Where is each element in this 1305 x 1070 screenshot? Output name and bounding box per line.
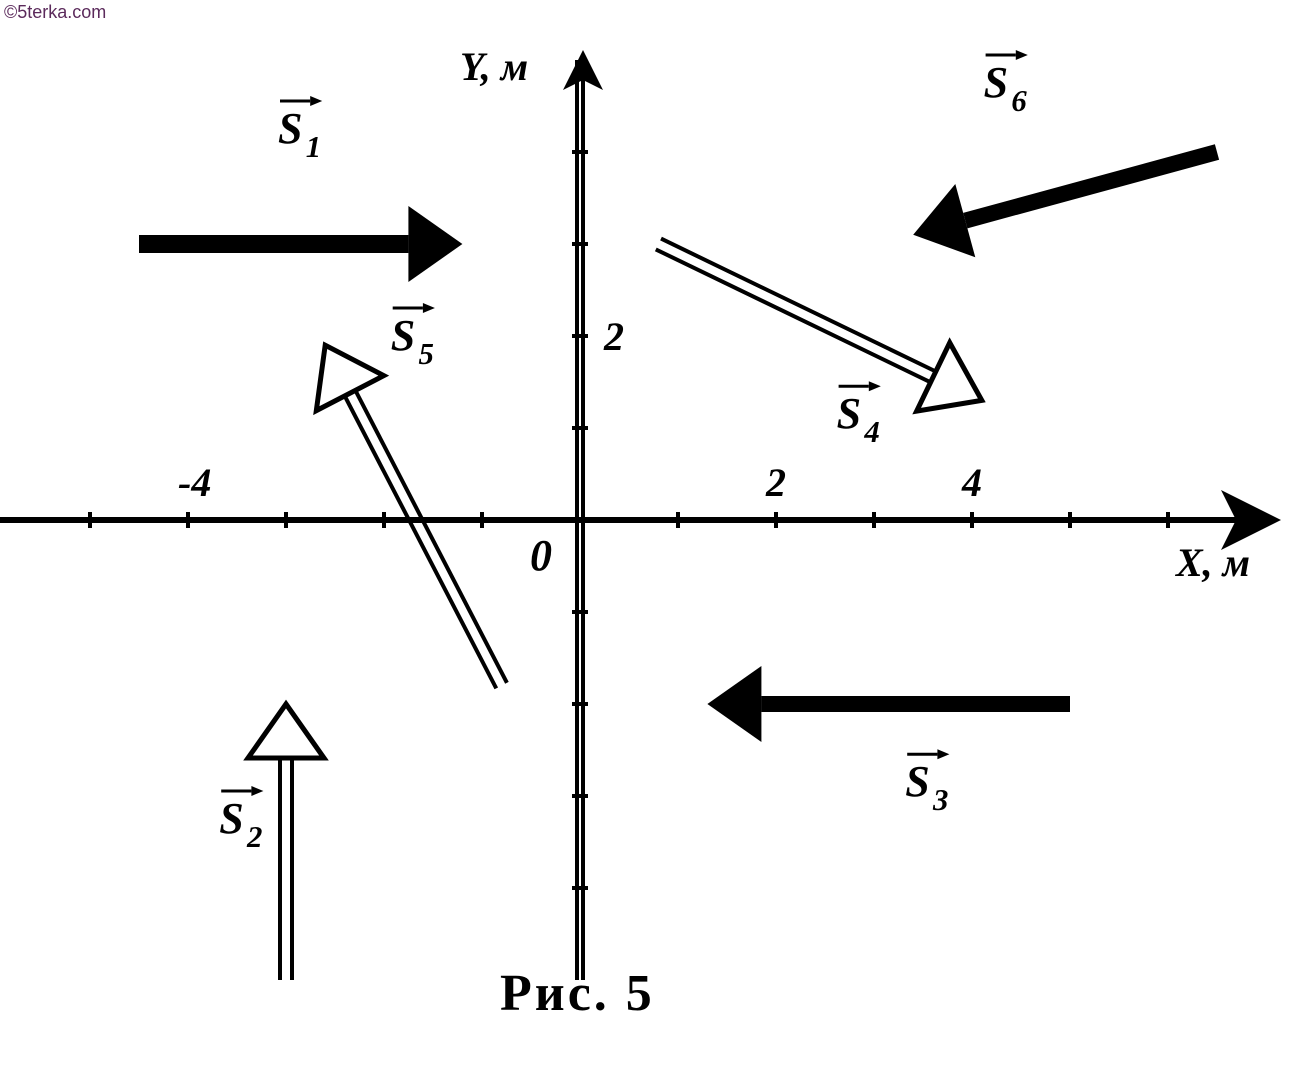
x-tick-label: -4 (178, 460, 211, 505)
svg-text:4: 4 (863, 415, 879, 449)
y-tick-label: 2 (603, 314, 624, 359)
vector-head-S2 (248, 704, 324, 758)
vector-S4-b (661, 239, 936, 372)
x-axis-label: X, м (1174, 540, 1250, 585)
svg-text:S: S (391, 311, 415, 360)
vector-label-S1: S1 (278, 96, 322, 164)
svg-text:3: 3 (932, 783, 948, 817)
vectors (139, 152, 1217, 980)
vector-label-S4: S4 (837, 381, 881, 449)
vector-S5 (355, 390, 507, 682)
vector-diagram-svg: 24-420X, мY, м S1S2S3S4S5S6Рис. 5 (0, 0, 1305, 1070)
svg-text:6: 6 (1011, 84, 1027, 118)
vector-head-S5 (316, 345, 383, 410)
origin-label: 0 (530, 531, 552, 580)
vector-head-S1 (408, 206, 462, 282)
vector-label-S5: S5 (391, 303, 435, 371)
svg-text:S: S (219, 794, 243, 843)
vector-head-S3 (707, 666, 761, 742)
svg-text:2: 2 (246, 820, 262, 854)
labels: S1S2S3S4S5S6Рис. 5 (219, 50, 1028, 1022)
svg-text:S: S (278, 104, 302, 153)
figure-caption: Рис. 5 (500, 965, 655, 1022)
diagram-root: { "meta": { "watermark": "©5terka.com", … (0, 0, 1305, 1070)
vector-label-S6: S6 (984, 50, 1028, 118)
svg-text:S: S (837, 389, 861, 438)
vector-label-S2: S2 (219, 786, 263, 854)
vector-S6 (965, 152, 1217, 221)
x-tick-label: 4 (961, 460, 982, 505)
svg-text:1: 1 (306, 130, 321, 164)
vector-S4 (656, 249, 931, 382)
svg-text:S: S (905, 757, 929, 806)
x-tick-label: 2 (765, 460, 786, 505)
y-axis-label: Y, м (460, 44, 528, 89)
svg-text:S: S (984, 58, 1008, 107)
svg-text:5: 5 (419, 337, 434, 371)
vector-S5-b (345, 396, 497, 688)
vector-head-S4 (917, 343, 982, 411)
vector-label-S3: S3 (905, 749, 949, 817)
